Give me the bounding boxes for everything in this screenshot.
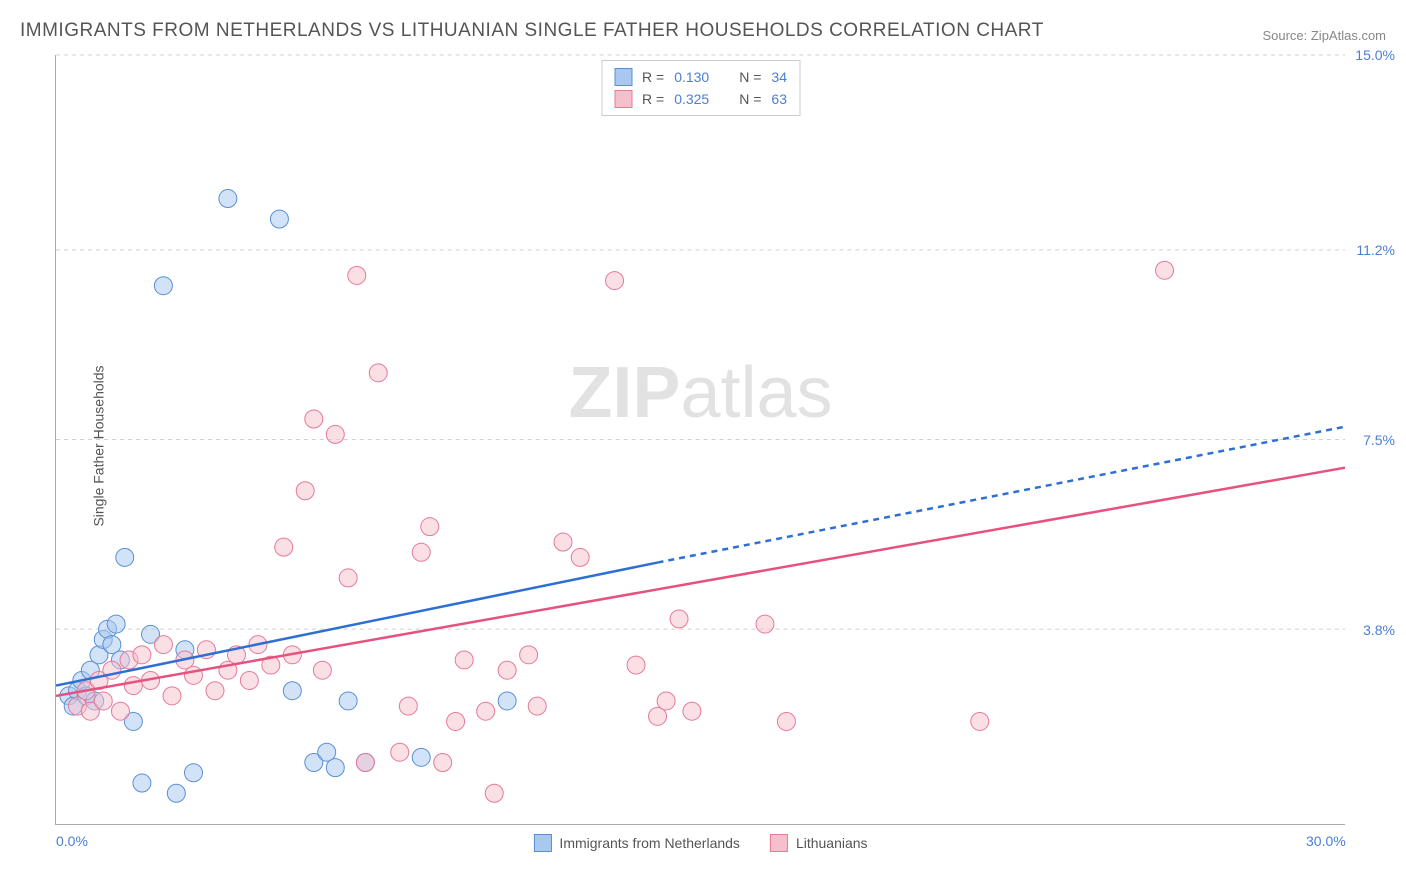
data-point-lithuanians [154, 636, 172, 654]
data-point-netherlands [270, 210, 288, 228]
data-point-netherlands [154, 277, 172, 295]
data-point-netherlands [133, 774, 151, 792]
data-point-lithuanians [421, 518, 439, 536]
data-point-lithuanians [348, 266, 366, 284]
data-point-lithuanians [124, 677, 142, 695]
data-point-lithuanians [485, 784, 503, 802]
data-point-lithuanians [528, 697, 546, 715]
legend-stat-row-netherlands: R = 0.130 N = 34 [614, 66, 787, 88]
legend-correlation: R = 0.130 N = 34 R = 0.325 N = 63 [601, 60, 800, 116]
n-value: 63 [771, 91, 787, 107]
data-point-lithuanians [356, 753, 374, 771]
data-point-lithuanians [399, 697, 417, 715]
legend-series-label: Lithuanians [796, 835, 868, 851]
data-point-netherlands [412, 748, 430, 766]
legend-swatch-icon [770, 834, 788, 852]
data-point-lithuanians [275, 538, 293, 556]
data-point-netherlands [116, 548, 134, 566]
legend-stat-row-lithuanians: R = 0.325 N = 63 [614, 88, 787, 110]
data-point-lithuanians [412, 543, 430, 561]
n-label: N = [739, 91, 761, 107]
x-tick-label: 30.0% [1306, 833, 1346, 849]
data-point-netherlands [107, 615, 125, 633]
data-point-lithuanians [777, 712, 795, 730]
data-point-lithuanians [571, 548, 589, 566]
plot-svg [56, 55, 1345, 824]
data-point-lithuanians [520, 646, 538, 664]
x-tick-label: 0.0% [56, 833, 88, 849]
data-point-lithuanians [206, 682, 224, 700]
r-label: R = [642, 91, 664, 107]
data-point-lithuanians [133, 646, 151, 664]
y-tick-label: 7.5% [1363, 432, 1395, 448]
y-tick-label: 3.8% [1363, 622, 1395, 638]
data-point-lithuanians [447, 712, 465, 730]
data-point-netherlands [339, 692, 357, 710]
data-point-lithuanians [657, 692, 675, 710]
legend-series-label: Immigrants from Netherlands [559, 835, 740, 851]
legend-series-item-netherlands: Immigrants from Netherlands [533, 834, 740, 852]
data-point-lithuanians [971, 712, 989, 730]
data-point-lithuanians [1156, 261, 1174, 279]
r-value: 0.130 [674, 69, 709, 85]
data-point-lithuanians [185, 666, 203, 684]
data-point-lithuanians [477, 702, 495, 720]
data-point-lithuanians [111, 702, 129, 720]
data-point-netherlands [219, 190, 237, 208]
data-point-lithuanians [369, 364, 387, 382]
data-point-lithuanians [94, 692, 112, 710]
data-point-netherlands [326, 759, 344, 777]
data-point-lithuanians [296, 482, 314, 500]
n-label: N = [739, 69, 761, 85]
trend-line-lithuanians [56, 468, 1345, 696]
data-point-lithuanians [756, 615, 774, 633]
n-value: 34 [771, 69, 787, 85]
source-label: Source: ZipAtlas.com [1262, 28, 1386, 43]
legend-series-item-lithuanians: Lithuanians [770, 834, 868, 852]
trend-line-dashed-netherlands [658, 427, 1345, 563]
chart-title: IMMIGRANTS FROM NETHERLANDS VS LITHUANIA… [20, 20, 1044, 42]
data-point-lithuanians [163, 687, 181, 705]
data-point-netherlands [498, 692, 516, 710]
r-value: 0.325 [674, 91, 709, 107]
y-tick-label: 15.0% [1355, 47, 1395, 63]
data-point-lithuanians [391, 743, 409, 761]
data-point-lithuanians [339, 569, 357, 587]
legend-swatch-icon [614, 90, 632, 108]
data-point-lithuanians [240, 671, 258, 689]
plot-area: ZIPatlas 3.8%7.5%11.2%15.0% 0.0%30.0% R … [55, 55, 1345, 825]
data-point-netherlands [283, 682, 301, 700]
data-point-lithuanians [434, 753, 452, 771]
data-point-lithuanians [606, 272, 624, 290]
data-point-netherlands [167, 784, 185, 802]
chart-container: IMMIGRANTS FROM NETHERLANDS VS LITHUANIA… [0, 0, 1406, 892]
data-point-lithuanians [313, 661, 331, 679]
data-point-lithuanians [305, 410, 323, 428]
legend-swatch-icon [533, 834, 551, 852]
data-point-lithuanians [683, 702, 701, 720]
r-label: R = [642, 69, 664, 85]
data-point-netherlands [185, 764, 203, 782]
legend-swatch-icon [614, 68, 632, 86]
data-point-lithuanians [554, 533, 572, 551]
data-point-lithuanians [670, 610, 688, 628]
data-point-lithuanians [455, 651, 473, 669]
legend-series: Immigrants from Netherlands Lithuanians [533, 834, 867, 852]
y-tick-label: 11.2% [1356, 242, 1395, 258]
data-point-lithuanians [627, 656, 645, 674]
data-point-lithuanians [498, 661, 516, 679]
data-point-lithuanians [326, 425, 344, 443]
